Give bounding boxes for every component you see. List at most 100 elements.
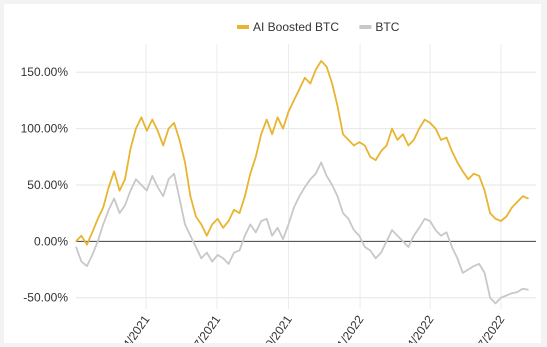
data-point — [217, 218, 219, 220]
data-point — [326, 65, 328, 68]
legend-item[interactable]: BTC — [359, 20, 400, 34]
data-point — [97, 218, 99, 220]
data-point — [511, 292, 513, 294]
data-point — [407, 246, 409, 248]
data-point — [282, 127, 284, 130]
data-point — [238, 212, 241, 214]
data-point — [118, 189, 121, 192]
data-point — [304, 77, 306, 79]
data-point — [326, 175, 328, 177]
data-point — [97, 240, 99, 242]
data-point — [266, 218, 268, 220]
data-point — [249, 223, 251, 226]
data-point — [249, 173, 251, 175]
data-point — [276, 116, 279, 118]
data-point — [358, 235, 360, 237]
data-point — [287, 223, 290, 226]
y-tick-label: 50.00% — [27, 178, 68, 192]
data-point — [445, 136, 448, 139]
y-tick-label: 150.00% — [21, 65, 69, 79]
data-point — [440, 139, 442, 141]
data-point — [200, 223, 202, 226]
data-point — [440, 235, 442, 237]
data-point — [434, 229, 437, 231]
data-point — [227, 263, 230, 265]
data-point — [282, 238, 284, 240]
data-point — [473, 173, 475, 175]
data-point — [135, 178, 137, 180]
data-point — [364, 144, 366, 147]
data-point — [424, 118, 426, 121]
series-line-ai-boosted-btc — [75, 60, 529, 246]
data-point — [342, 133, 344, 135]
data-point — [375, 159, 377, 161]
data-point — [402, 133, 404, 135]
data-point — [336, 195, 339, 197]
data-point — [146, 130, 148, 132]
data-point — [369, 249, 371, 251]
data-point — [129, 189, 132, 192]
x-tick-label: 10/2021 — [259, 312, 296, 343]
data-point — [162, 144, 164, 147]
data-point — [380, 252, 382, 254]
data-point — [195, 215, 197, 218]
data-point — [184, 223, 186, 226]
data-point — [380, 150, 382, 152]
data-point — [271, 235, 273, 237]
data-point — [255, 231, 257, 233]
legend: AI Boosted BTC BTC — [237, 20, 400, 34]
data-point — [489, 212, 491, 214]
data-point — [151, 118, 153, 121]
data-point — [135, 127, 137, 130]
data-point — [505, 294, 508, 297]
y-tick-label: 100.00% — [21, 122, 69, 136]
data-point — [124, 178, 126, 180]
data-point — [244, 195, 246, 197]
data-point — [391, 127, 393, 130]
x-tick-label: 04/2021 — [116, 312, 153, 343]
data-point — [456, 257, 458, 259]
data-point — [140, 116, 142, 118]
data-point — [342, 212, 344, 214]
data-point — [151, 175, 153, 177]
data-point — [331, 184, 333, 186]
legend-item[interactable]: AI Boosted BTC — [237, 20, 339, 34]
data-point — [467, 178, 469, 180]
data-point — [162, 195, 164, 197]
data-point — [478, 175, 480, 177]
data-point — [108, 209, 110, 211]
x-tick-label: 07/2022 — [471, 312, 508, 343]
data-point — [124, 204, 126, 206]
legend-swatch — [237, 25, 249, 29]
data-point — [407, 144, 409, 147]
data-point — [91, 254, 93, 256]
data-point — [467, 268, 469, 271]
data-point — [320, 60, 322, 62]
data-point — [108, 186, 110, 188]
data-point — [168, 127, 170, 130]
data-point — [287, 111, 290, 113]
data-point — [413, 139, 415, 141]
data-point — [451, 150, 453, 152]
data-point — [118, 212, 121, 214]
data-point — [336, 105, 339, 107]
data-point — [347, 218, 350, 220]
data-point — [364, 246, 366, 248]
data-point — [413, 235, 415, 237]
data-point — [434, 127, 437, 130]
data-point — [385, 240, 388, 242]
data-point — [418, 127, 420, 130]
data-point — [484, 189, 486, 192]
data-point — [113, 197, 115, 200]
data-point — [189, 195, 192, 197]
data-point — [157, 130, 159, 132]
data-point — [516, 201, 518, 203]
data-point — [146, 189, 148, 192]
data-point — [418, 227, 420, 229]
data-point — [75, 240, 77, 242]
data-point — [402, 240, 404, 242]
data-point — [320, 161, 322, 164]
data-point — [233, 209, 235, 211]
data-point — [189, 235, 192, 237]
data-point — [102, 206, 104, 209]
